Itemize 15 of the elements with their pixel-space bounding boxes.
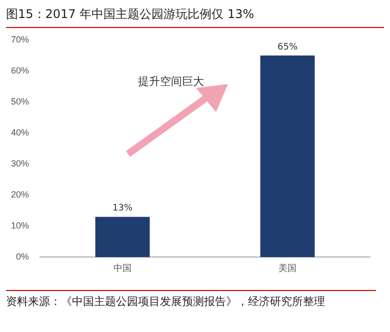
y-tick-label: 60%: [11, 66, 30, 76]
chart-title: 图15：2017 年中国主题公园游玩比例仅 13%: [6, 6, 384, 28]
y-tick-label: 0%: [16, 252, 30, 262]
y-tick-label: 20%: [11, 190, 30, 200]
y-tick-label: 40%: [11, 128, 30, 138]
data-label: 65%: [277, 42, 298, 52]
text: 资料来源：《中国主题公园项目发展预测报告》，经济研究所整理: [6, 290, 376, 310]
annotation: 提升空间巨大: [138, 74, 204, 89]
y-tick-label: 30%: [11, 158, 30, 169]
y-tick-label: 50%: [11, 96, 30, 107]
y-tick-label: 10%: [11, 220, 30, 231]
data-label: 13%: [112, 204, 133, 214]
x-tick-label: 美国: [278, 263, 297, 274]
y-tick-label: 70%: [11, 34, 30, 44]
x-tick-label: 中国: [114, 263, 132, 274]
